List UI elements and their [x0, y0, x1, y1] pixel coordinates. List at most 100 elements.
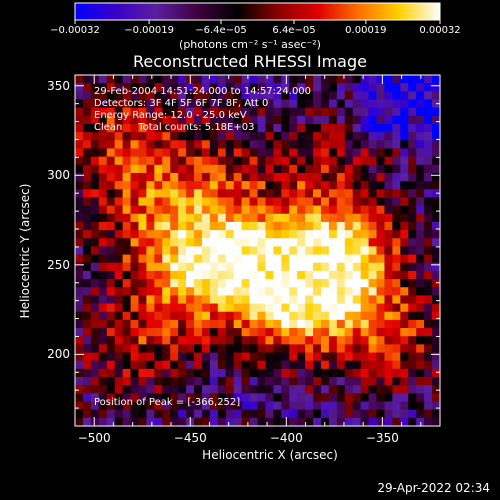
heatmap-cell [305, 246, 314, 256]
heatmap-cell [408, 368, 417, 378]
plot-frame [74, 74, 441, 427]
heatmap-cell [178, 311, 187, 321]
heatmap-cell [170, 409, 179, 419]
heatmap-cell [416, 132, 425, 141]
heatmap-cell [384, 132, 393, 141]
heatmap-cell [186, 213, 195, 223]
heatmap-cell [225, 328, 235, 337]
heatmap-cell [328, 132, 338, 141]
heatmap-cell [82, 99, 92, 109]
heatmap-cell [408, 156, 417, 166]
heatmap-cell [178, 393, 187, 403]
heatmap-cell [281, 311, 290, 321]
heatmap-cell [360, 287, 370, 296]
heatmap-cell [209, 401, 219, 411]
heatmap-cell [186, 270, 195, 280]
heatmap-cell [352, 181, 362, 190]
heatmap-cell [273, 246, 282, 256]
heatmap-cell [432, 401, 441, 411]
heatmap-cell [328, 83, 338, 92]
heatmap-cell [217, 213, 227, 223]
heatmap-cell [90, 107, 100, 117]
heatmap-cell [352, 189, 362, 199]
heatmap-cell [313, 295, 322, 305]
heatmap-cell [154, 221, 163, 231]
heatmap-cell [194, 189, 203, 199]
heatmap-cell [368, 352, 378, 362]
heatmap-cell [424, 83, 433, 92]
heatmap-cell [384, 352, 393, 362]
heatmap-cell [344, 303, 354, 313]
colorbar-tick-label: −0.00032 [50, 25, 100, 36]
heatmap-cell [368, 303, 378, 313]
heatmap-cell [209, 360, 219, 370]
heatmap-cell [273, 123, 282, 133]
heatmap-cell [265, 132, 274, 141]
heatmap-cell [408, 238, 417, 248]
heatmap-cell [146, 156, 155, 166]
heatmap-cell [75, 385, 84, 394]
heatmap-cell [392, 319, 401, 329]
heatmap-cell [186, 123, 195, 133]
heatmap-cell [360, 107, 370, 117]
heatmap-cell [138, 238, 148, 248]
heatmap-cell [368, 99, 378, 109]
heatmap-cell [336, 172, 346, 182]
heatmap-cell [90, 197, 100, 207]
heatmap-cell [352, 319, 362, 329]
heatmap-cell [194, 181, 203, 190]
heatmap-cell [313, 368, 322, 378]
heatmap-cell [320, 303, 330, 313]
heatmap-cell [122, 230, 132, 239]
heatmap-cell [241, 254, 251, 264]
heatmap-cell [162, 377, 171, 386]
heatmap-cell [305, 262, 314, 272]
heatmap-cell [376, 328, 386, 337]
heatmap-cell [257, 279, 267, 288]
heatmap-cell [297, 328, 306, 337]
heatmap-cell [122, 181, 132, 190]
heatmap-cell [146, 319, 155, 329]
heatmap-cell [408, 336, 417, 345]
heatmap-cell [313, 319, 322, 329]
heatmap-cell [130, 254, 140, 264]
heatmap-cell [201, 287, 211, 296]
heatmap-cell [265, 409, 274, 419]
heatmap-cell [146, 344, 155, 354]
heatmap-cell [400, 246, 409, 256]
heatmap-cell [320, 132, 330, 141]
heatmap-cell [225, 279, 235, 288]
heatmap-cell [424, 385, 433, 394]
heatmap-cell [265, 279, 274, 288]
heatmap-cell [138, 409, 148, 419]
heatmap-cell [400, 205, 409, 215]
heatmap-cell [170, 91, 179, 101]
heatmap-cell [106, 197, 116, 207]
heatmap-cell [257, 205, 267, 215]
heatmap-cell [217, 181, 227, 190]
heatmap-cell [360, 270, 370, 280]
heatmap-cell [297, 75, 306, 84]
heatmap-cell [392, 164, 401, 174]
heatmap-cell [146, 417, 155, 427]
heatmap-cell [130, 91, 140, 101]
heatmap-cell [178, 319, 187, 329]
heatmap-cell [154, 156, 163, 166]
heatmap-cell [320, 246, 330, 256]
heatmap-cell [344, 246, 354, 256]
heatmap-cell [106, 83, 116, 92]
heatmap-cell [392, 295, 401, 305]
heatmap-cell [400, 83, 409, 92]
heatmap-cell [162, 401, 171, 411]
heatmap-cell [209, 148, 219, 158]
heatmap-cell [154, 189, 163, 199]
heatmap-cell [336, 336, 346, 345]
heatmap-cell [416, 230, 425, 239]
heatmap-cell [297, 238, 306, 248]
heatmap-cell [114, 83, 124, 92]
heatmap-cell [249, 115, 259, 125]
heatmap-cell [273, 319, 282, 329]
heatmap-cell [305, 344, 314, 354]
heatmap-cell [194, 279, 203, 288]
heatmap-cell [90, 156, 100, 166]
